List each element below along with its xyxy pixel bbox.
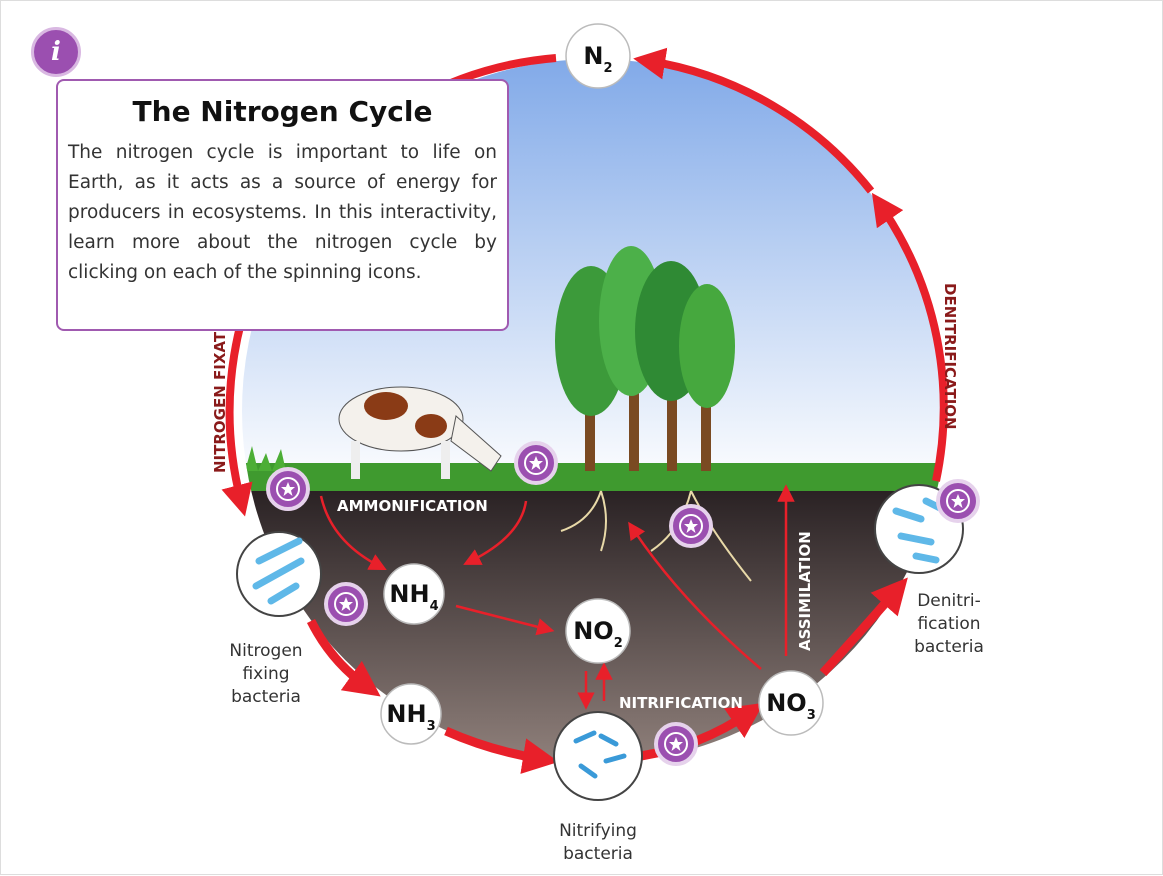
node-sub: 2 (604, 61, 613, 76)
spin-icon[interactable] (938, 481, 978, 521)
caption-line: bacteria (914, 637, 984, 657)
process-label: NITRIFICATION (619, 694, 743, 712)
spin-icon[interactable] (671, 506, 711, 546)
node-sub: 4 (430, 599, 439, 614)
page: N2 NH4 NO2 NH3 NO3 NITROGEN FIXATION DEN… (0, 0, 1163, 875)
info-button[interactable]: i (31, 27, 81, 77)
node-sub: 2 (614, 636, 623, 651)
caption-line: Nitrifying (559, 821, 637, 841)
process-label: ASSIMILATION (796, 531, 814, 651)
spin-icon[interactable] (516, 443, 556, 483)
info-panel: The Nitrogen Cycle The nitrogen cycle is… (56, 79, 509, 331)
info-body: The nitrogen cycle is important to life … (68, 138, 497, 288)
node-sub: 3 (427, 719, 436, 734)
node-label: NH (389, 580, 429, 608)
caption-line: bacteria (231, 687, 301, 707)
process-label: AMMONIFICATION (337, 497, 488, 515)
caption-line: fixing (242, 664, 289, 684)
spin-icon[interactable] (326, 584, 366, 624)
node-label: NO (766, 689, 807, 717)
node-label: NH (386, 700, 426, 728)
caption-line: Nitrogen (229, 641, 302, 661)
info-title: The Nitrogen Cycle (68, 95, 497, 128)
caption-line: bacteria (563, 844, 633, 864)
caption-line: fication (917, 614, 980, 634)
caption-line: Denitri- (917, 591, 981, 611)
spin-icon[interactable] (268, 469, 308, 509)
node-label: N (583, 42, 603, 70)
node-label: NO (573, 617, 614, 645)
process-label: DENITRIFICATION (941, 283, 959, 430)
node-sub: 3 (807, 708, 816, 723)
spin-icon[interactable] (656, 724, 696, 764)
